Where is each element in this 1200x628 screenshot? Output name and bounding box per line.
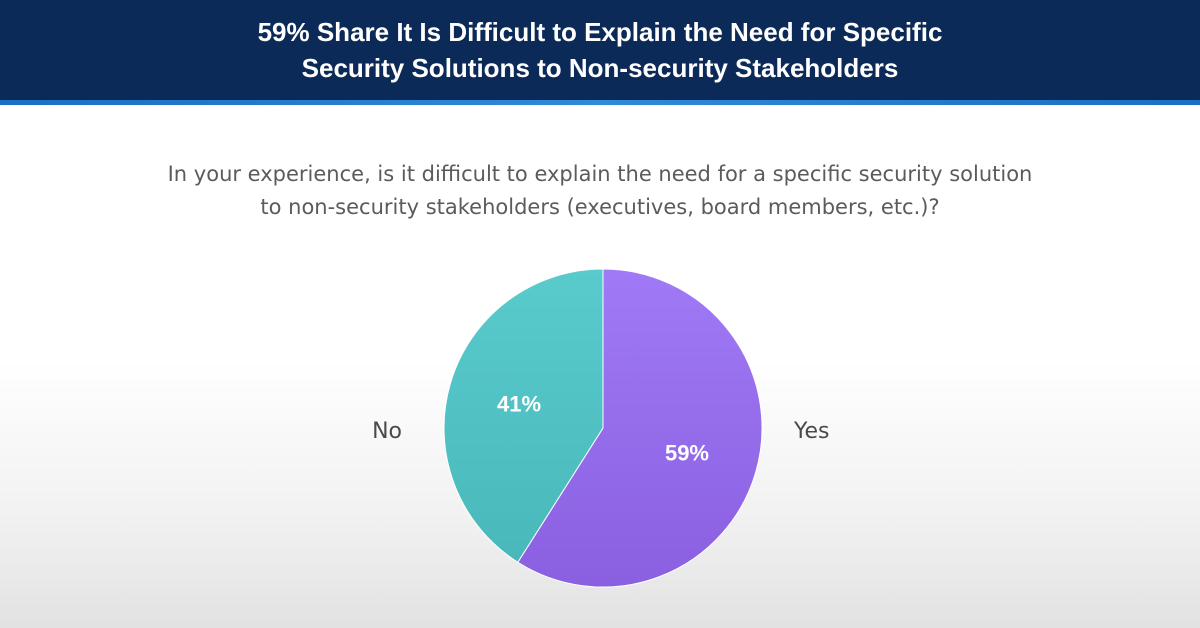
slice-value-label-no: 41% — [497, 392, 541, 417]
slice-category-label-yes: Yes — [793, 419, 830, 444]
pie-slice-yes — [517, 268, 763, 588]
banner-accent-line — [0, 100, 1200, 105]
pie-slice-no — [443, 268, 604, 563]
slice-category-label-no: No — [372, 419, 402, 444]
slice-value-label-yes: 59% — [665, 440, 709, 465]
chart-title: 59% Share It Is Difficult to Explain the… — [257, 17, 943, 83]
title-banner: 59% Share It Is Difficult to Explain the… — [0, 0, 1200, 100]
survey-question: In your experience, is it difficult to e… — [167, 162, 1033, 219]
